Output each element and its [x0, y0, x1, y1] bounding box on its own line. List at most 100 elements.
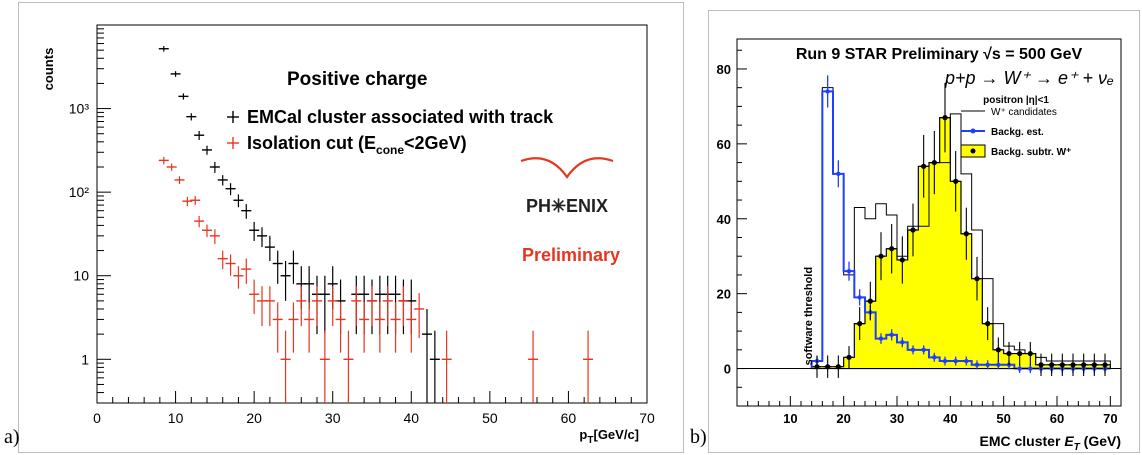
legend-label-0: W⁺ candidates — [991, 107, 1057, 118]
legend-label-2: Backg. subtr. W⁺ — [991, 147, 1071, 158]
subtracted-point — [910, 227, 916, 233]
legend-marker — [970, 148, 976, 154]
x-tick-label: 30 — [890, 411, 904, 426]
y-tick-label: 0 — [724, 362, 731, 377]
x-tick-label: 70 — [639, 410, 655, 426]
background-point — [1028, 366, 1033, 371]
series-1-markers — [158, 156, 594, 403]
subtracted-point — [1070, 362, 1076, 368]
y-tick-label: 60 — [717, 137, 731, 152]
cut-label: positron |η|<1 — [983, 95, 1049, 106]
subtracted-point — [825, 364, 831, 370]
background-point — [985, 362, 990, 368]
phenix-logo-arc — [520, 157, 614, 179]
legend-label-1: Isolation cut (Econe<2GeV) — [247, 133, 467, 157]
chart-panel-a: 0 10 20 30 40 50 60 70 1 10 10² 10³ counts pT[GeV/c] P… — [18, 2, 684, 453]
chart-title: Run 9 STAR Preliminary √s = 500 GeV — [796, 46, 1083, 63]
y-tick-label: 80 — [717, 62, 731, 77]
subtracted-point — [1049, 362, 1055, 368]
subtracted-point — [814, 364, 820, 370]
threshold-label: software threshold — [803, 267, 815, 365]
x-tick-label: 10 — [783, 411, 797, 426]
x-tick-label: 20 — [836, 411, 850, 426]
reaction-label: p+p → W⁺ → e⁺ + νₑ — [944, 68, 1114, 88]
panel-label-a: a) — [4, 426, 20, 448]
x-tick-label: 60 — [561, 410, 577, 426]
subtracted-point — [835, 364, 841, 370]
chart-title: Positive charge — [287, 69, 427, 90]
phenix-logo-text: PH✳ENIX — [526, 196, 608, 216]
subtracted-point — [1038, 362, 1044, 368]
subtracted-point — [1027, 350, 1033, 357]
background-point — [857, 295, 862, 300]
background-point — [836, 171, 841, 177]
y-tick-label: 20 — [717, 287, 731, 302]
x-axis-label-a: EMC cluster — [980, 433, 1065, 449]
background-point — [964, 358, 969, 364]
x-tick-label: 20 — [246, 410, 262, 426]
x-tick-label: 0 — [93, 410, 101, 426]
subtracted-point — [942, 115, 948, 121]
subtracted-point — [878, 253, 884, 259]
subtracted-point — [985, 321, 991, 327]
subtracted-point — [899, 257, 905, 263]
y-axis-label: counts — [41, 48, 56, 91]
subtracted-point — [1091, 362, 1097, 368]
x-axis-label-sub: T — [587, 435, 593, 446]
subtracted-point — [921, 163, 927, 169]
y-tick-label: 10 — [73, 268, 89, 284]
subtracted-point — [931, 159, 937, 166]
subtracted-point — [1017, 350, 1023, 357]
x-axis-label: pT[GeV/c] — [579, 427, 639, 446]
x-tick-label: 50 — [482, 410, 498, 426]
x-tick-label: 70 — [1103, 411, 1117, 426]
background-point — [900, 340, 905, 345]
subtracted-point — [963, 231, 969, 237]
x-tick-label: 40 — [943, 411, 957, 426]
phenix-log-chart: 0 10 20 30 40 50 60 70 1 10 10² 10³ counts pT[GeV/c] P… — [41, 24, 655, 446]
x-tick-label: 10 — [168, 410, 184, 426]
background-point — [889, 332, 894, 338]
x-tick-label: 30 — [325, 410, 341, 426]
x-axis-label-unit: [GeV/c] — [593, 427, 639, 442]
chart-panel-b: 10 20 30 40 50 60 70 0 20 40 60 80 EMC cluster ET (G… — [708, 10, 1140, 453]
x-axis-label-unit: (GeV) — [1080, 433, 1121, 449]
subtracted-point — [857, 321, 863, 327]
subtracted-point — [1006, 350, 1012, 357]
subtracted-point — [995, 347, 1001, 353]
background-point — [974, 362, 980, 368]
panel-label-b: b) — [690, 426, 707, 448]
plot-frame — [96, 24, 648, 404]
background-point — [846, 268, 852, 274]
legend-label-1: Backg. est. — [991, 127, 1044, 138]
background-point — [942, 358, 948, 364]
legend-label-1-a: Isolation cut (E — [247, 133, 376, 153]
series-0-markers — [158, 46, 440, 403]
legend-label-0: EMCal cluster associated with track — [247, 107, 554, 127]
x-axis-label: EMC cluster ET (GeV) — [980, 433, 1122, 453]
background-point — [1017, 366, 1022, 371]
y-tick-label: 1 — [81, 351, 89, 367]
x-tick-label: 60 — [1050, 411, 1064, 426]
y-tick-label: 10³ — [69, 101, 90, 117]
legend-label-1-b: <2GeV) — [404, 133, 467, 153]
y-tick-label: 40 — [717, 212, 731, 227]
subtracted-point — [867, 298, 873, 304]
subtracted-point — [974, 276, 980, 282]
background-point — [910, 347, 916, 353]
x-tick-label: 40 — [403, 410, 419, 426]
subtracted-point — [1081, 362, 1087, 368]
preliminary-label: Preliminary — [522, 245, 620, 265]
subtracted-point — [889, 246, 895, 252]
x-axis-label-sub: T — [1074, 442, 1081, 453]
background-point — [996, 362, 1001, 368]
w-candidates-step — [811, 87, 1111, 369]
y-tick-label: 10² — [69, 184, 90, 200]
x-tick-label: 50 — [996, 411, 1010, 426]
background-point — [953, 358, 958, 364]
x-axis-label-p: p — [579, 427, 587, 442]
star-w-chart: 10 20 30 40 50 60 70 0 20 40 60 80 EMC cluster ET (G… — [717, 38, 1122, 453]
background-point — [825, 89, 830, 94]
legend-marker — [970, 128, 976, 134]
subtracted-point — [846, 354, 852, 360]
